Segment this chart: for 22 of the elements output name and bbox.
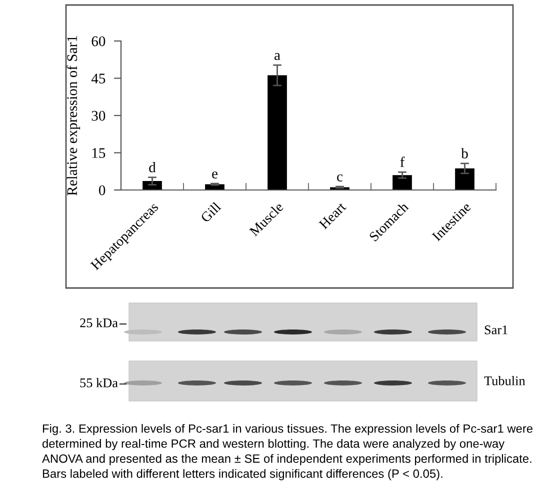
text: Tubulin: [484, 376, 526, 386]
y-tick-label: 0: [98, 185, 106, 196]
y-tick-label: 45: [91, 74, 106, 84]
bar: [268, 75, 287, 190]
text: 25 kDa: [80, 318, 118, 328]
y-tick-label: 30: [92, 110, 106, 121]
annotation: a: [274, 53, 280, 60]
annotation: d: [149, 162, 156, 172]
y-tick-label: 60: [92, 36, 106, 46]
bar: [142, 181, 162, 190]
text: 55 kDa: [80, 378, 118, 388]
annotation: e: [212, 171, 218, 178]
y-tick-label: 15: [92, 148, 106, 158]
caption: Fig. 3. Expression levels of Pc-sar1 in various tissues. The expression levels of Pc-sar1 were determined by real-time PCR and western blotting. The data were analyzed by one-way ANOVA and presented as the mean ± SE of independent experiments performed in triplicate. Bars labeled with different letters indicated significant differences (P < 0.05).: [42, 424, 533, 480]
bar: [392, 175, 412, 190]
x-tick-label: Gill: [200, 201, 222, 223]
annotation: b: [461, 148, 468, 158]
text: Sar1: [484, 325, 508, 334]
annotation: f: [400, 156, 405, 167]
y-axis-title: Relative expression of Sar1: [66, 36, 80, 196]
annotation: c: [337, 174, 343, 182]
bar: [455, 168, 474, 190]
